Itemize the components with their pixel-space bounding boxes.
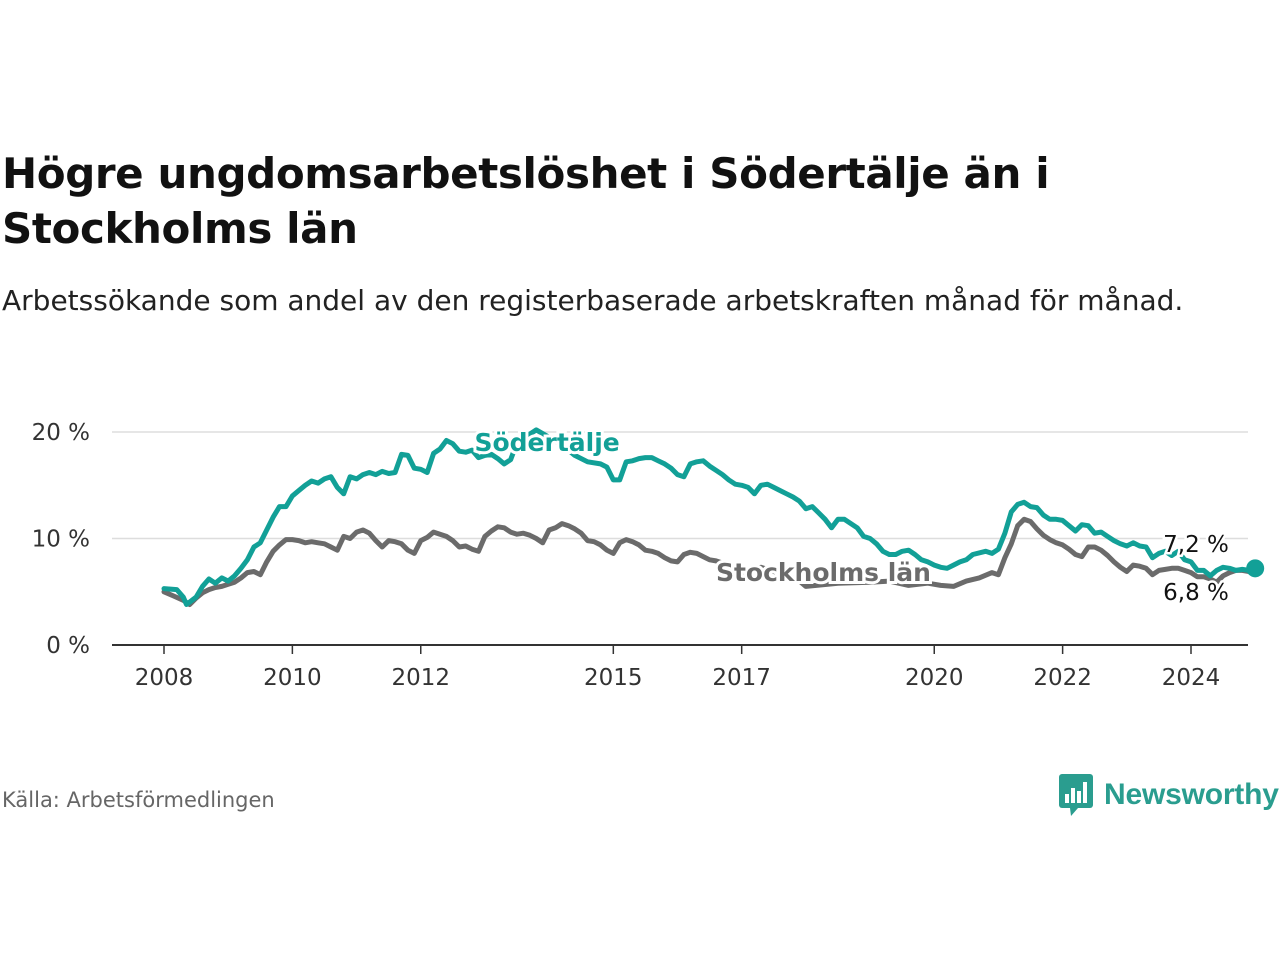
data-series — [161, 427, 1265, 607]
x-tick-label: 2010 — [263, 665, 322, 691]
end-label-stockholm: 6,8 % — [1163, 580, 1229, 606]
end-point-marker — [1246, 559, 1265, 578]
brand-name: Newsworthy — [1104, 778, 1279, 811]
x-tick-label: 2008 — [135, 665, 194, 691]
y-tick-label: 20 % — [32, 420, 90, 446]
chart-subtitle: Arbetssökande som andel av den registerb… — [2, 284, 1184, 317]
source-note: Källa: Arbetsförmedlingen — [2, 788, 275, 812]
chart-title: Högre ungdomsarbetslöshet i Södertälje ä… — [2, 149, 1050, 253]
series-line-sodertalje — [161, 427, 1258, 607]
y-tick-label: 10 % — [32, 527, 90, 553]
series-labels: 7,2 % 6,8 % Södertälje Stockholms län — [471, 425, 1231, 609]
x-tick-label: 2020 — [905, 665, 964, 691]
newsworthy-logo-icon — [1059, 774, 1093, 816]
x-axis: 2008 2010 2012 2015 2017 2020 2022 2024 — [112, 644, 1248, 691]
series-label-sodertalje: Södertälje — [474, 428, 619, 457]
x-tick-label: 2022 — [1033, 665, 1092, 691]
x-tick-label: 2024 — [1162, 665, 1221, 691]
series-line-stockholm — [161, 516, 1258, 607]
gridlines — [112, 431, 1248, 540]
line-chart: 0 % 10 % 20 % 7,2 % 6,8 % Södertälje Stockhol… — [32, 420, 1265, 691]
end-label-sodertalje: 7,2 % — [1163, 532, 1229, 558]
x-tick-label: 2012 — [391, 665, 450, 691]
brand-logo[interactable]: Newsworthy — [1058, 772, 1279, 818]
y-axis-ticks: 0 % 10 % 20 % — [32, 420, 90, 659]
x-tick-label: 2015 — [584, 665, 643, 691]
x-tick-label: 2017 — [712, 665, 771, 691]
series-label-stockholm: Stockholms län — [716, 558, 931, 587]
y-tick-label: 0 % — [46, 633, 90, 659]
